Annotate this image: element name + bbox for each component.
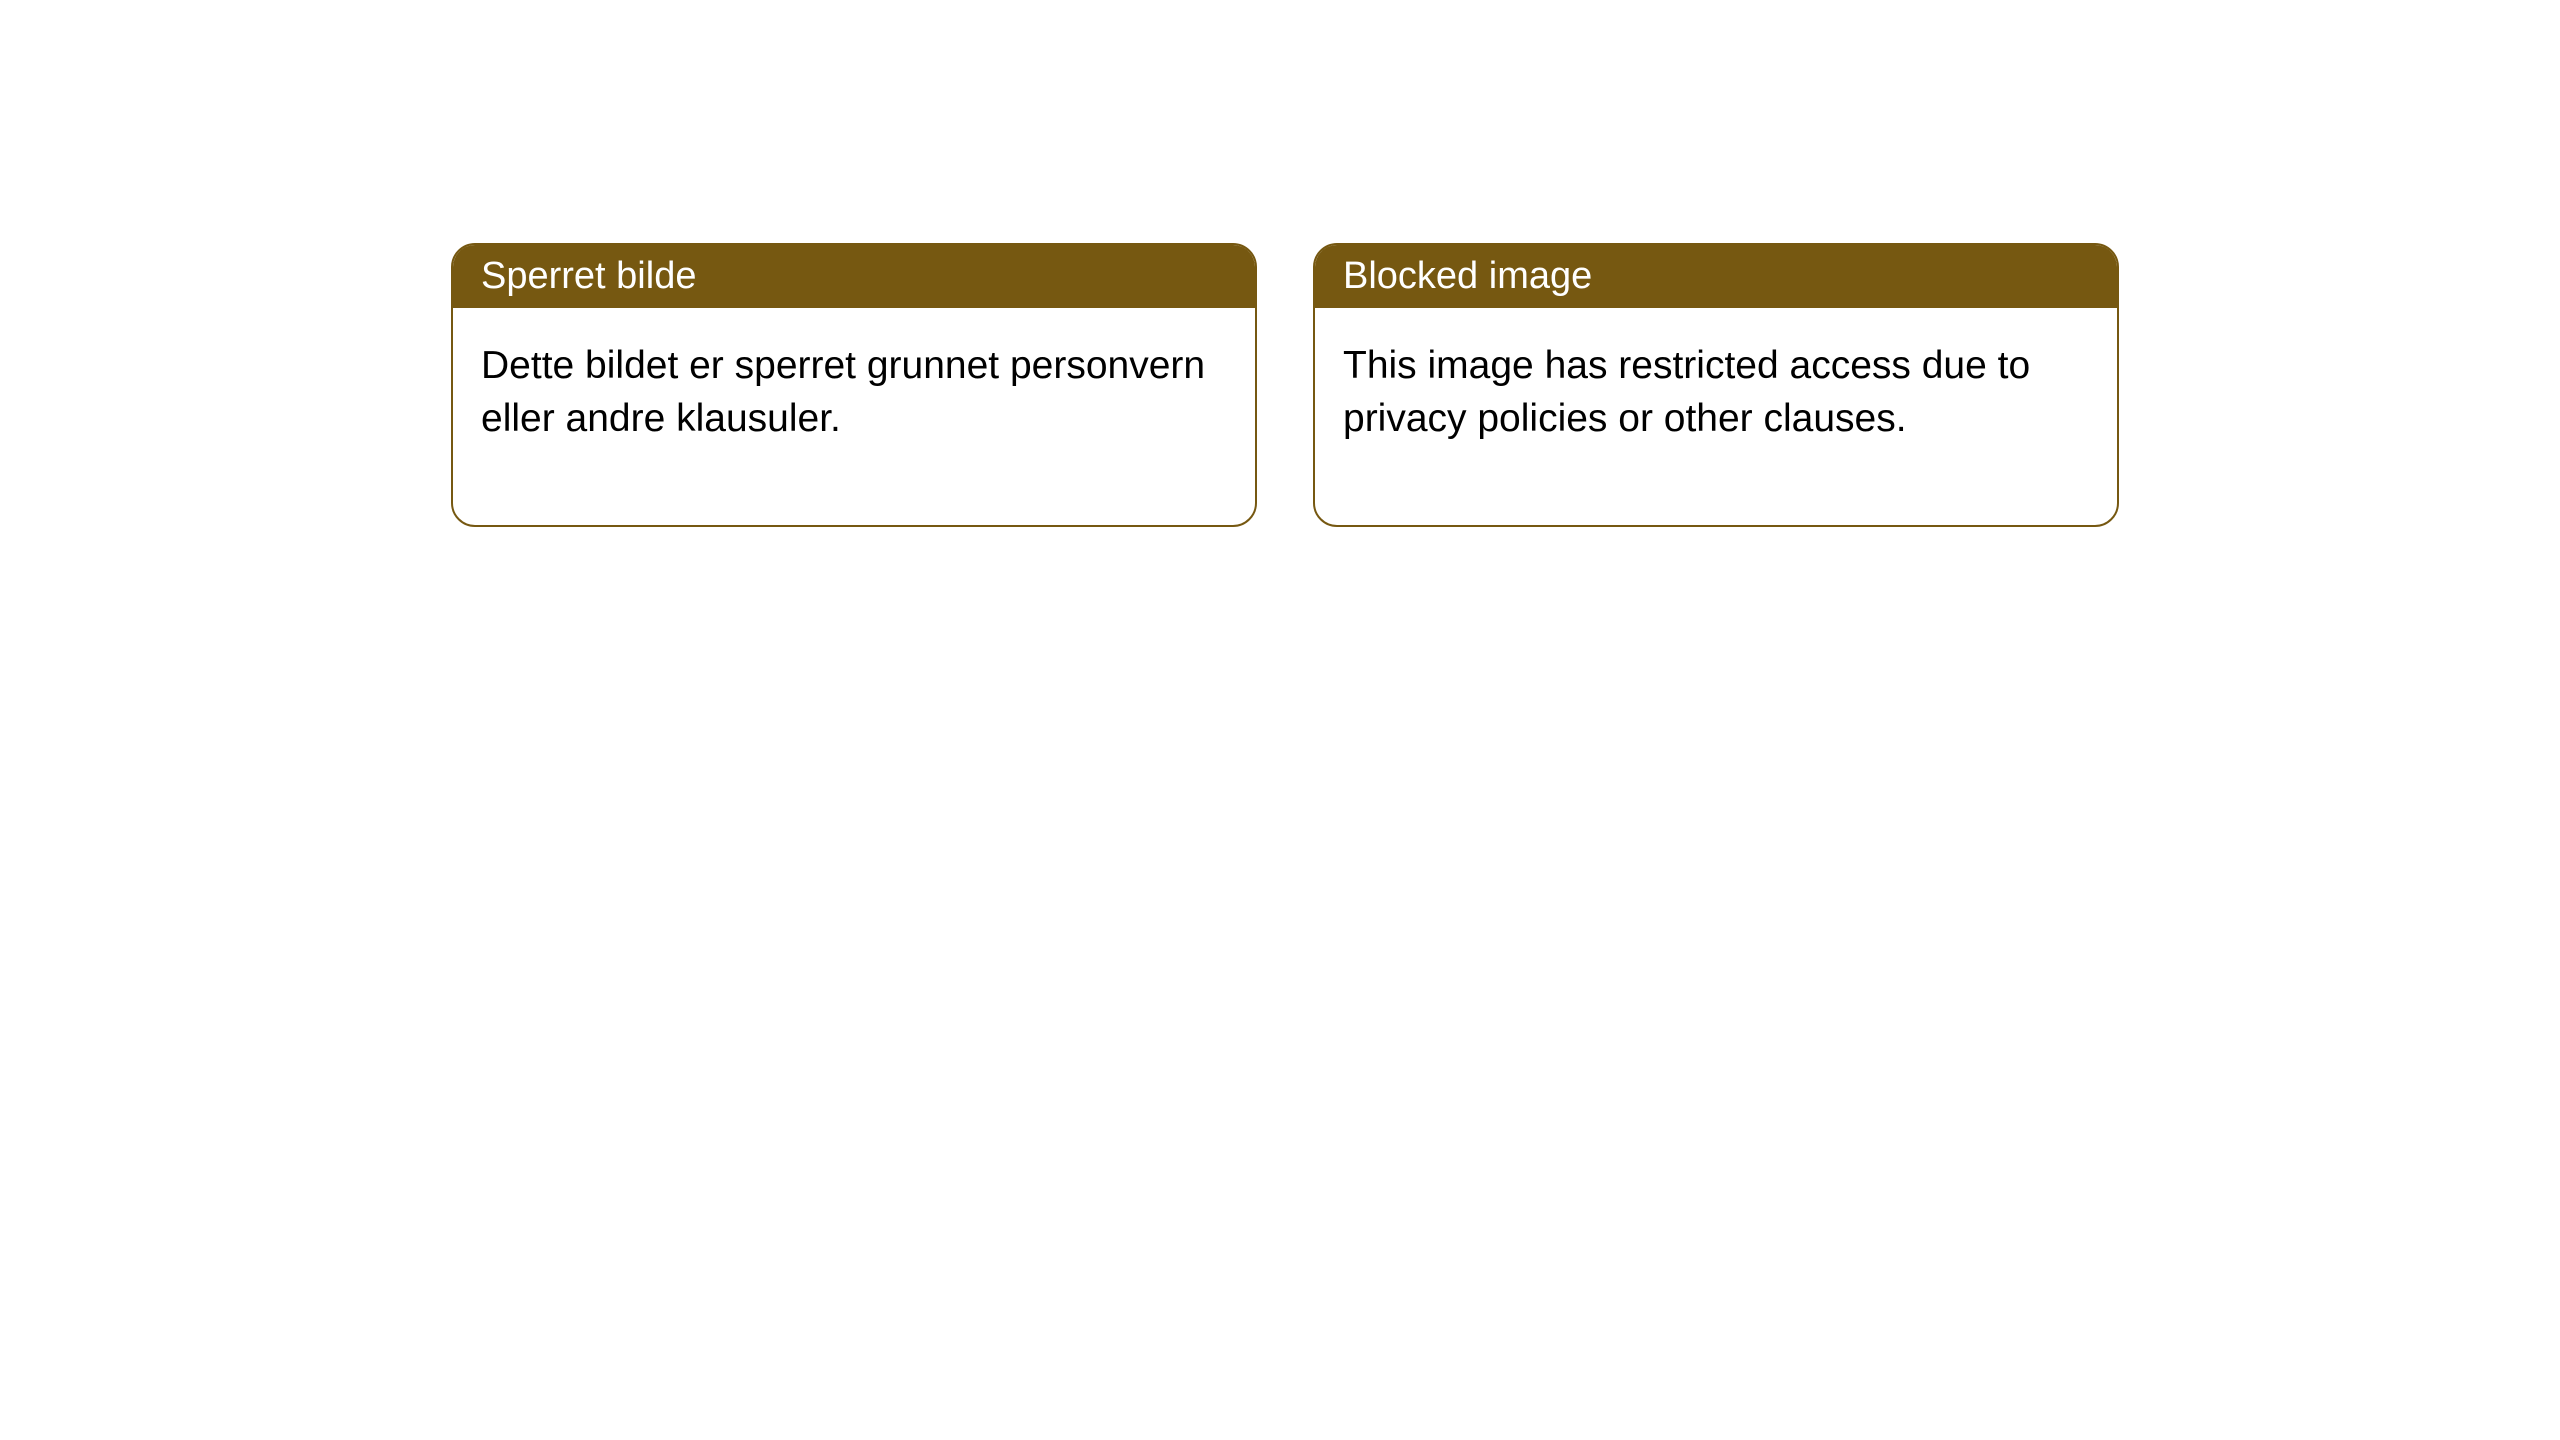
notice-card-english: Blocked image This image has restricted … (1313, 243, 2119, 527)
notice-header: Sperret bilde (453, 245, 1255, 308)
notice-body-text: Dette bildet er sperret grunnet personve… (481, 344, 1205, 440)
notice-body-text: This image has restricted access due to … (1343, 344, 2030, 440)
notice-header: Blocked image (1315, 245, 2117, 308)
notice-container: Sperret bilde Dette bildet er sperret gr… (0, 0, 2560, 527)
notice-card-norwegian: Sperret bilde Dette bildet er sperret gr… (451, 243, 1257, 527)
notice-header-text: Blocked image (1343, 255, 1592, 297)
notice-header-text: Sperret bilde (481, 255, 696, 297)
notice-body: Dette bildet er sperret grunnet personve… (453, 308, 1255, 525)
notice-body: This image has restricted access due to … (1315, 308, 2117, 525)
